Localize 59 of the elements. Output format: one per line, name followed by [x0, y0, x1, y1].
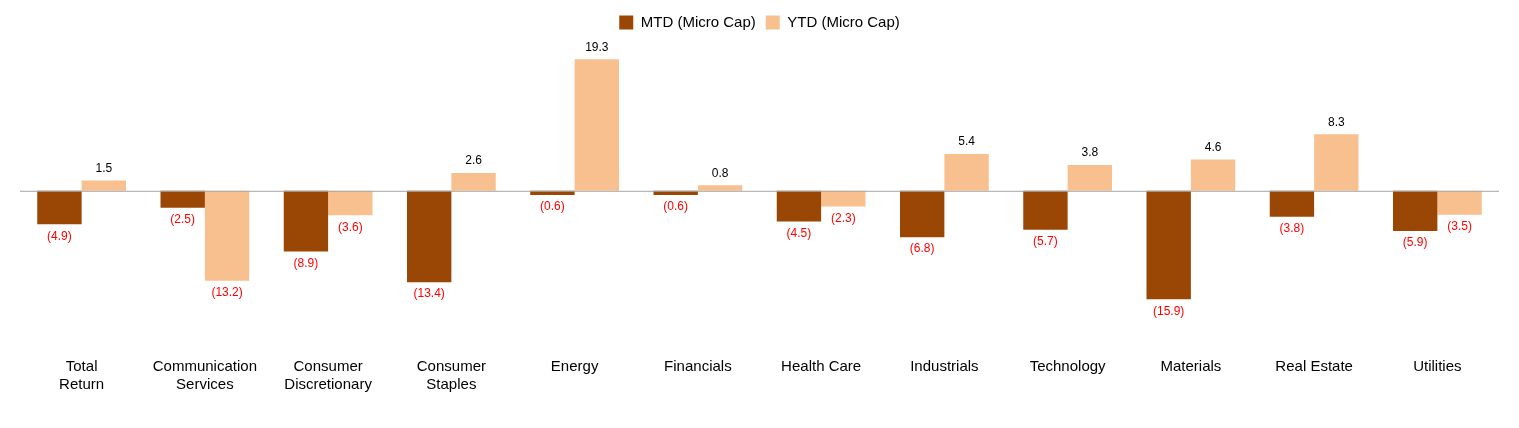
x-tick-label: Technology — [1029, 357, 1107, 375]
data-label: 1.5 — [95, 160, 113, 175]
data-label: (5.7) — [1033, 233, 1058, 248]
x-tick-label: Financials — [664, 357, 732, 375]
x-tick-label: Real Estate — [1275, 357, 1353, 375]
data-label: (0.6) — [540, 199, 565, 214]
data-label: (4.5) — [786, 225, 812, 240]
bar — [1269, 190, 1315, 217]
data-label: (0.6) — [663, 199, 689, 214]
data-label: (3.8) — [1279, 221, 1305, 236]
x-tick-label: Health Care — [781, 357, 862, 375]
data-label: 3.8 — [1081, 145, 1099, 160]
bar — [944, 153, 989, 191]
data-label: (5.9) — [1402, 235, 1428, 250]
bar — [776, 190, 822, 222]
x-tick-label: Consumer Staples — [416, 357, 486, 393]
bar — [407, 190, 452, 283]
bar — [697, 185, 743, 191]
data-label: 8.3 — [1327, 114, 1345, 129]
bar — [81, 180, 126, 191]
data-label: (13.4) — [413, 286, 445, 301]
data-label: (3.5) — [1447, 218, 1472, 233]
data-label: (3.6) — [337, 219, 363, 234]
bar — [574, 59, 619, 191]
data-label: 0.8 — [711, 165, 729, 180]
x-tick-label: Communication Services — [152, 357, 257, 393]
bar — [283, 190, 329, 252]
x-tick-label: Utilities — [1413, 357, 1462, 375]
data-label: (6.8) — [909, 241, 935, 256]
data-label: 19.3 — [585, 39, 609, 54]
data-label: (15.9) — [1153, 303, 1185, 318]
data-label: (2.3) — [830, 210, 856, 225]
bar — [160, 190, 205, 208]
x-tick-label: Industrials — [910, 357, 979, 375]
data-label: (8.9) — [293, 255, 319, 270]
data-label: 4.6 — [1204, 139, 1222, 154]
bar — [328, 190, 373, 216]
data-label: 5.4 — [958, 134, 976, 149]
data-label: (4.9) — [47, 228, 72, 243]
data-label: (2.5) — [170, 212, 196, 227]
bar — [1067, 164, 1112, 191]
x-tick-label: Materials — [1160, 357, 1222, 375]
bar — [451, 173, 496, 191]
bar — [37, 190, 82, 225]
bar — [1314, 134, 1359, 191]
x-tick-label: Consumer Discretionary — [284, 357, 373, 393]
bar — [1023, 190, 1068, 230]
bar — [900, 190, 945, 238]
legend-label: MTD (Micro Cap) — [640, 12, 756, 30]
legend-label: YTD (Micro Cap) — [787, 12, 900, 30]
bar — [1393, 190, 1438, 232]
x-tick-label: Energy — [550, 357, 599, 375]
bar — [1190, 159, 1236, 191]
x-tick-label: Total Return — [59, 357, 105, 393]
bar — [204, 190, 250, 281]
bar — [1146, 190, 1191, 300]
bar — [1437, 190, 1482, 215]
data-label: 2.6 — [465, 153, 483, 168]
data-label: (13.2) — [211, 285, 243, 300]
